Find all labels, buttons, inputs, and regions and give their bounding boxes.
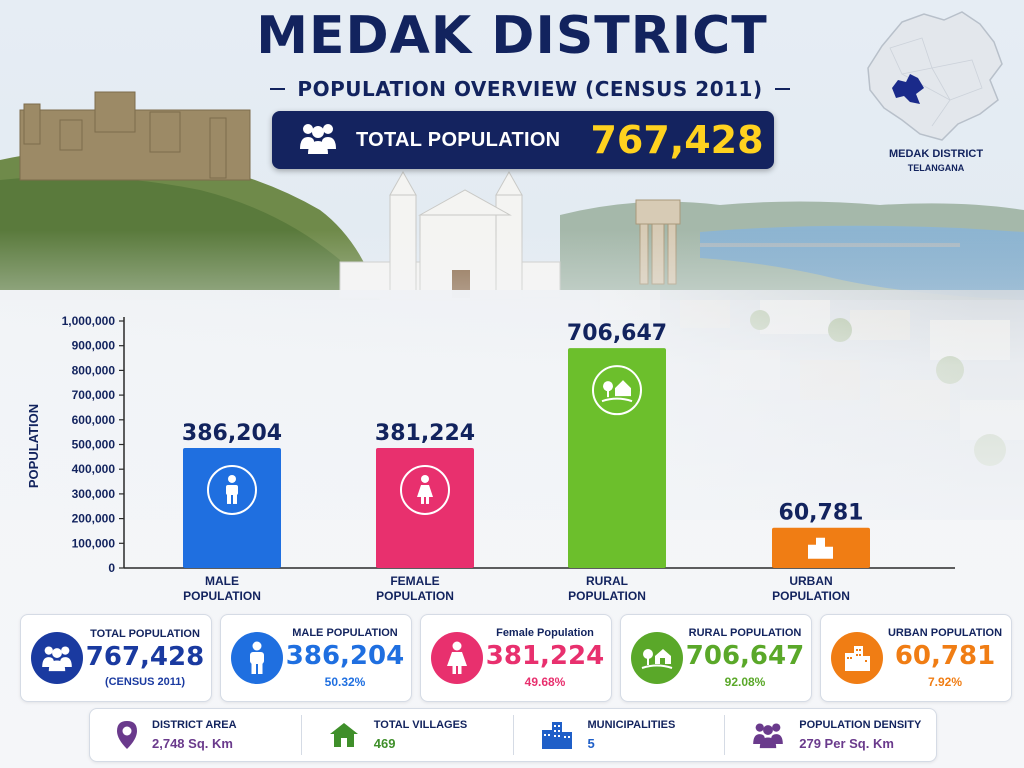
- fact-label: MUNICIPALITIES: [587, 719, 676, 731]
- card-value: 60,781: [894, 641, 996, 671]
- card-label: RURAL POPULATION: [688, 627, 802, 639]
- female-icon: [417, 474, 433, 504]
- card-female-population: Female Population 381,224 49.68%: [420, 614, 612, 702]
- x-category-label: POPULATION: [183, 589, 261, 603]
- people-group-icon: [42, 646, 72, 672]
- total-population-label: TOTAL POPULATION: [356, 128, 561, 151]
- fact-municipalities: MUNICIPALITIES 5: [514, 715, 726, 755]
- chart-svg: 0 100,000 200,000 300,000 400,000 500,000 600,…: [26, 314, 955, 603]
- rural-home-icon: [601, 380, 633, 403]
- y-tick-label: 100,000: [72, 536, 116, 550]
- card-value: 381,224: [485, 641, 605, 671]
- card-urban-icon-circle: [831, 632, 883, 684]
- male-icon: [226, 474, 238, 504]
- y-tick-label: 700,000: [72, 388, 116, 402]
- village-house-icon: [329, 723, 358, 747]
- male-icon: [250, 641, 264, 674]
- y-tick-label: 1,000,000: [62, 314, 116, 328]
- telangana-map: MEDAK DISTRICT TELANGANA: [862, 8, 1010, 178]
- medak-district-highlight: [892, 74, 924, 104]
- total-population-value: 767,428: [590, 118, 764, 162]
- fact-label: POPULATION DENSITY: [799, 719, 922, 731]
- fact-total-villages: TOTAL VILLAGES 469: [302, 715, 514, 755]
- card-male-population: MALE POPULATION 386,204 50.32%: [220, 614, 412, 702]
- people-density-icon: [753, 723, 784, 749]
- y-tick-label: 0: [108, 561, 115, 575]
- bar-female: [376, 447, 474, 568]
- subtitle-row: POPULATION OVERVIEW (CENSUS 2011): [270, 76, 791, 102]
- fact-value: 2,748 Sq. Km: [152, 736, 233, 751]
- card-value: 767,428: [85, 642, 205, 672]
- bar-value-label: 381,224: [375, 421, 475, 446]
- x-category-label: FEMALE: [390, 574, 439, 588]
- bar-value-label: 386,204: [182, 421, 282, 446]
- x-category-label: MALE: [205, 574, 239, 588]
- y-tick-label: 200,000: [72, 512, 116, 526]
- map-district-label: MEDAK DISTRICT: [888, 148, 984, 160]
- state-map-shape: [867, 11, 1003, 141]
- card-label: MALE POPULATION: [292, 627, 398, 639]
- fact-label: TOTAL VILLAGES: [373, 719, 468, 731]
- location-pin-icon: [117, 721, 137, 749]
- y-tick-label: 900,000: [72, 339, 116, 353]
- x-category-label: RURAL: [586, 574, 628, 588]
- x-category-label: POPULATION: [568, 589, 646, 603]
- bar-icon-circle: [207, 464, 257, 515]
- fact-value: 469: [373, 736, 396, 751]
- card-sub: (CENSUS 2011): [104, 676, 186, 688]
- x-category-label: POPULATION: [772, 589, 850, 603]
- rural-home-icon: [641, 649, 673, 669]
- card-label: Female Population: [496, 627, 594, 639]
- fact-value: 279 Per Sq. Km: [799, 736, 894, 751]
- bar-icon-circle: [592, 365, 642, 416]
- card-rural-icon-circle: [631, 632, 683, 684]
- city-buildings-icon: [541, 722, 572, 749]
- y-tick-label: 500,000: [72, 438, 116, 452]
- fact-district-area: DISTRICT AREA 2,748 Sq. Km: [90, 715, 302, 755]
- stat-cards: TOTAL POPULATION 767,428 (CENSUS 2011) M…: [20, 614, 1012, 702]
- card-sub: 50.32%: [324, 675, 366, 689]
- card-label: URBAN POPULATION: [887, 627, 1003, 639]
- page-subtitle: POPULATION OVERVIEW (CENSUS 2011): [297, 77, 763, 101]
- buildings-icon: [808, 537, 833, 559]
- buildings-icon: [845, 646, 870, 671]
- fact-value: 5: [587, 736, 595, 751]
- y-tick-label: 300,000: [72, 487, 116, 501]
- people-group-icon: [298, 121, 338, 160]
- card-value: 386,204: [285, 641, 405, 671]
- y-tick-label: 600,000: [72, 413, 116, 427]
- district-facts: DISTRICT AREA 2,748 Sq. Km TOTAL VILLAGE…: [89, 708, 937, 762]
- card-male-icon-circle: [231, 632, 283, 684]
- fact-population-density: POPULATION DENSITY 279 Per Sq. Km: [725, 715, 936, 755]
- background-scene: [0, 0, 1024, 520]
- total-population-banner: TOTAL POPULATION 767,428: [272, 111, 774, 169]
- card-sub: 92.08%: [724, 675, 766, 689]
- card-sub: 7.92%: [927, 675, 963, 689]
- fact-label: DISTRICT AREA: [152, 719, 237, 731]
- card-value: 706,647: [685, 641, 805, 671]
- card-female-icon-circle: [431, 632, 483, 684]
- bar-value-label: 706,647: [567, 321, 667, 346]
- card-urban-population: URBAN POPULATION 60,781 7.92%: [820, 614, 1012, 702]
- card-rural-population: RURAL POPULATION 706,647 92.08%: [620, 614, 812, 702]
- card-total-icon-circle: [31, 632, 83, 684]
- bar-rural: [568, 348, 666, 568]
- y-tick-label: 800,000: [72, 363, 116, 377]
- card-sub: 49.68%: [524, 675, 566, 689]
- population-bar-chart: 0 100,000 200,000 300,000 400,000 500,000 600,…: [0, 300, 1024, 610]
- card-label: TOTAL POPULATION: [90, 628, 200, 640]
- bar-icon-circle: [400, 464, 450, 515]
- map-state-label: TELANGANA: [907, 163, 965, 173]
- y-tick-label: 400,000: [72, 462, 116, 476]
- bar-male: [183, 447, 281, 568]
- page-title: MEDAK DISTRICT: [256, 6, 768, 66]
- y-axis-label: POPULATION: [26, 404, 41, 488]
- card-total-population: TOTAL POPULATION 767,428 (CENSUS 2011): [20, 614, 212, 702]
- female-icon: [447, 641, 467, 674]
- x-category-label: POPULATION: [376, 589, 454, 603]
- bar-value-label: 60,781: [779, 501, 864, 526]
- x-category-label: URBAN: [789, 574, 832, 588]
